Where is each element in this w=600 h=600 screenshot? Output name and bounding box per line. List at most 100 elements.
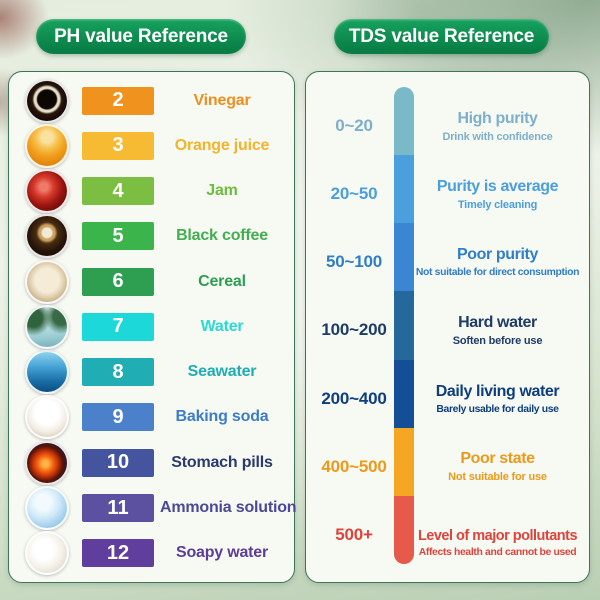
tds-range-label: 0~20	[335, 116, 373, 136]
ph-value-badge: 4	[82, 177, 154, 206]
ph-row: 10 Stomach pills	[25, 440, 284, 485]
tds-band-subtitle: Not suitable for use	[448, 471, 547, 484]
ph-row: 8 Seawater	[25, 350, 284, 395]
ph-value-badge: 5	[82, 222, 154, 251]
tds-band: 20~50 Purity is average Timely cleaning	[314, 155, 581, 224]
ph-value: 2	[112, 89, 124, 112]
ph-substance-label: Cereal	[198, 272, 246, 290]
ph-substance-label: Stomach pills	[171, 453, 273, 471]
ph-header-pill: PH value Reference	[36, 19, 246, 54]
tds-band-description: Poor purity Not suitable for direct cons…	[414, 246, 581, 278]
ph-value: 7	[112, 315, 124, 338]
ph-value: 3	[112, 134, 124, 157]
ph-row: 7 Water	[25, 304, 284, 349]
tds-band-description: Hard water Soften before use	[414, 314, 581, 347]
tds-bar-segment	[394, 427, 414, 496]
tds-band-title: Poor state	[460, 450, 535, 468]
ph-row: 12 Soapy water	[25, 531, 284, 576]
seawater-image	[25, 350, 69, 395]
ph-row: 11 Ammonia solution	[25, 485, 297, 531]
tds-band-description: Poor state Not suitable for use	[414, 450, 581, 483]
vinegar-image	[25, 78, 69, 123]
ph-substance-label: Soapy water	[175, 544, 269, 562]
ph-row: 9 Baking soda	[25, 395, 284, 440]
tds-band-description: High purity Drink with confidence	[414, 110, 581, 143]
ph-row: 4 Jam	[25, 169, 284, 214]
ph-substance-label: Baking soda	[175, 408, 269, 426]
tds-range-label: 400~500	[321, 456, 387, 476]
ph-substance-label: Orange juice	[174, 136, 270, 154]
tds-range-label: 100~200	[321, 320, 387, 340]
soapy-water-image	[25, 531, 69, 576]
tds-bar-segment	[394, 291, 414, 360]
tds-band-title: Poor purity	[457, 246, 538, 264]
tds-band: 100~200 Hard water Soften before use	[314, 291, 581, 360]
cereal-image	[25, 259, 69, 304]
tds-bar-segment	[394, 223, 414, 292]
ph-value: 4	[112, 179, 124, 202]
ph-substance-label: Black coffee	[176, 227, 268, 245]
ph-value: 12	[106, 541, 130, 564]
tds-band-title: Purity is average	[436, 177, 559, 195]
tds-band-subtitle: Barely usable for daily use	[436, 403, 559, 415]
ph-value: 6	[112, 270, 124, 293]
water-image	[25, 304, 69, 349]
tds-range-label: 200~400	[321, 388, 387, 408]
ph-row: 2 Vinegar	[25, 78, 284, 123]
ph-value-badge: 3	[82, 131, 154, 160]
tds-band-subtitle: Not suitable for direct consumption	[415, 267, 580, 279]
tds-band-subtitle: Affects health and cannot be used	[418, 546, 577, 558]
ph-value-badge: 11	[82, 494, 154, 523]
tds-band-title: Hard water	[458, 313, 537, 331]
ph-value-badge: 7	[82, 312, 154, 341]
tds-band: 500+ Level of major pollutants Affects h…	[314, 495, 581, 564]
ph-row: 6 Cereal	[25, 259, 284, 304]
ph-value: 10	[106, 451, 130, 474]
tds-title: TDS value Reference	[348, 25, 535, 47]
tds-range-label: 50~100	[325, 252, 382, 272]
tds-bar-segment	[394, 495, 414, 564]
tds-band: 200~400 Daily living water Barely usable…	[314, 359, 581, 428]
tds-band-subtitle: Drink with confidence	[442, 130, 553, 143]
stomach-pills-image	[25, 440, 69, 485]
orange-juice-image	[25, 123, 69, 168]
ammonia-solution-image	[25, 486, 69, 531]
tds-header-pill: TDS value Reference	[334, 19, 549, 54]
black-coffee-image	[25, 214, 69, 259]
tds-band: 50~100 Poor purity Not suitable for dire…	[314, 223, 581, 292]
tds-band-title: High purity	[457, 109, 538, 127]
tds-band-description: Level of major pollutants Affects health…	[414, 528, 581, 558]
tds-band-subtitle: Soften before use	[452, 334, 543, 347]
ph-value: 9	[112, 405, 124, 428]
tds-band-title: Level of major pollutants	[417, 527, 578, 544]
ph-row: 3 Orange juice	[25, 123, 284, 168]
tds-reference-panel: 0~20 High purity Drink with confidence 2…	[305, 71, 590, 583]
ph-row: 5 Black coffee	[25, 214, 284, 259]
ph-value-badge: 8	[82, 358, 154, 387]
ph-reference-panel: 2 Vinegar 3 Orange juice 4 Jam 5 Black c…	[8, 71, 297, 583]
ph-value-badge: 10	[82, 448, 154, 477]
tds-bar-segment	[394, 359, 414, 428]
baking-soda-image	[25, 395, 69, 440]
jam-image	[25, 169, 69, 214]
tds-band: 0~20 High purity Drink with confidence	[314, 87, 581, 156]
tds-range-label: 500+	[335, 524, 373, 544]
ph-value: 5	[112, 224, 124, 247]
tds-bar-segment	[394, 155, 414, 224]
tds-band-title: Daily living water	[435, 382, 560, 400]
tds-band: 400~500 Poor state Not suitable for use	[314, 427, 581, 496]
tds-band-description: Daily living water Barely usable for dai…	[414, 383, 581, 415]
ph-value-badge: 9	[82, 403, 154, 432]
ph-title: PH value Reference	[54, 25, 228, 47]
ph-substance-label: Jam	[206, 182, 238, 200]
ph-value-badge: 6	[82, 267, 154, 296]
ph-value: 11	[107, 496, 129, 519]
ph-substance-label: Water	[200, 317, 244, 335]
ph-value-badge: 2	[82, 86, 154, 115]
ph-value-badge: 12	[82, 539, 154, 568]
ph-substance-label: Seawater	[187, 363, 257, 381]
tds-band-subtitle: Timely cleaning	[457, 198, 538, 211]
ph-substance-label: Ammonia solution	[160, 499, 297, 517]
tds-band-description: Purity is average Timely cleaning	[414, 178, 581, 211]
tds-bar-segment	[394, 87, 414, 156]
